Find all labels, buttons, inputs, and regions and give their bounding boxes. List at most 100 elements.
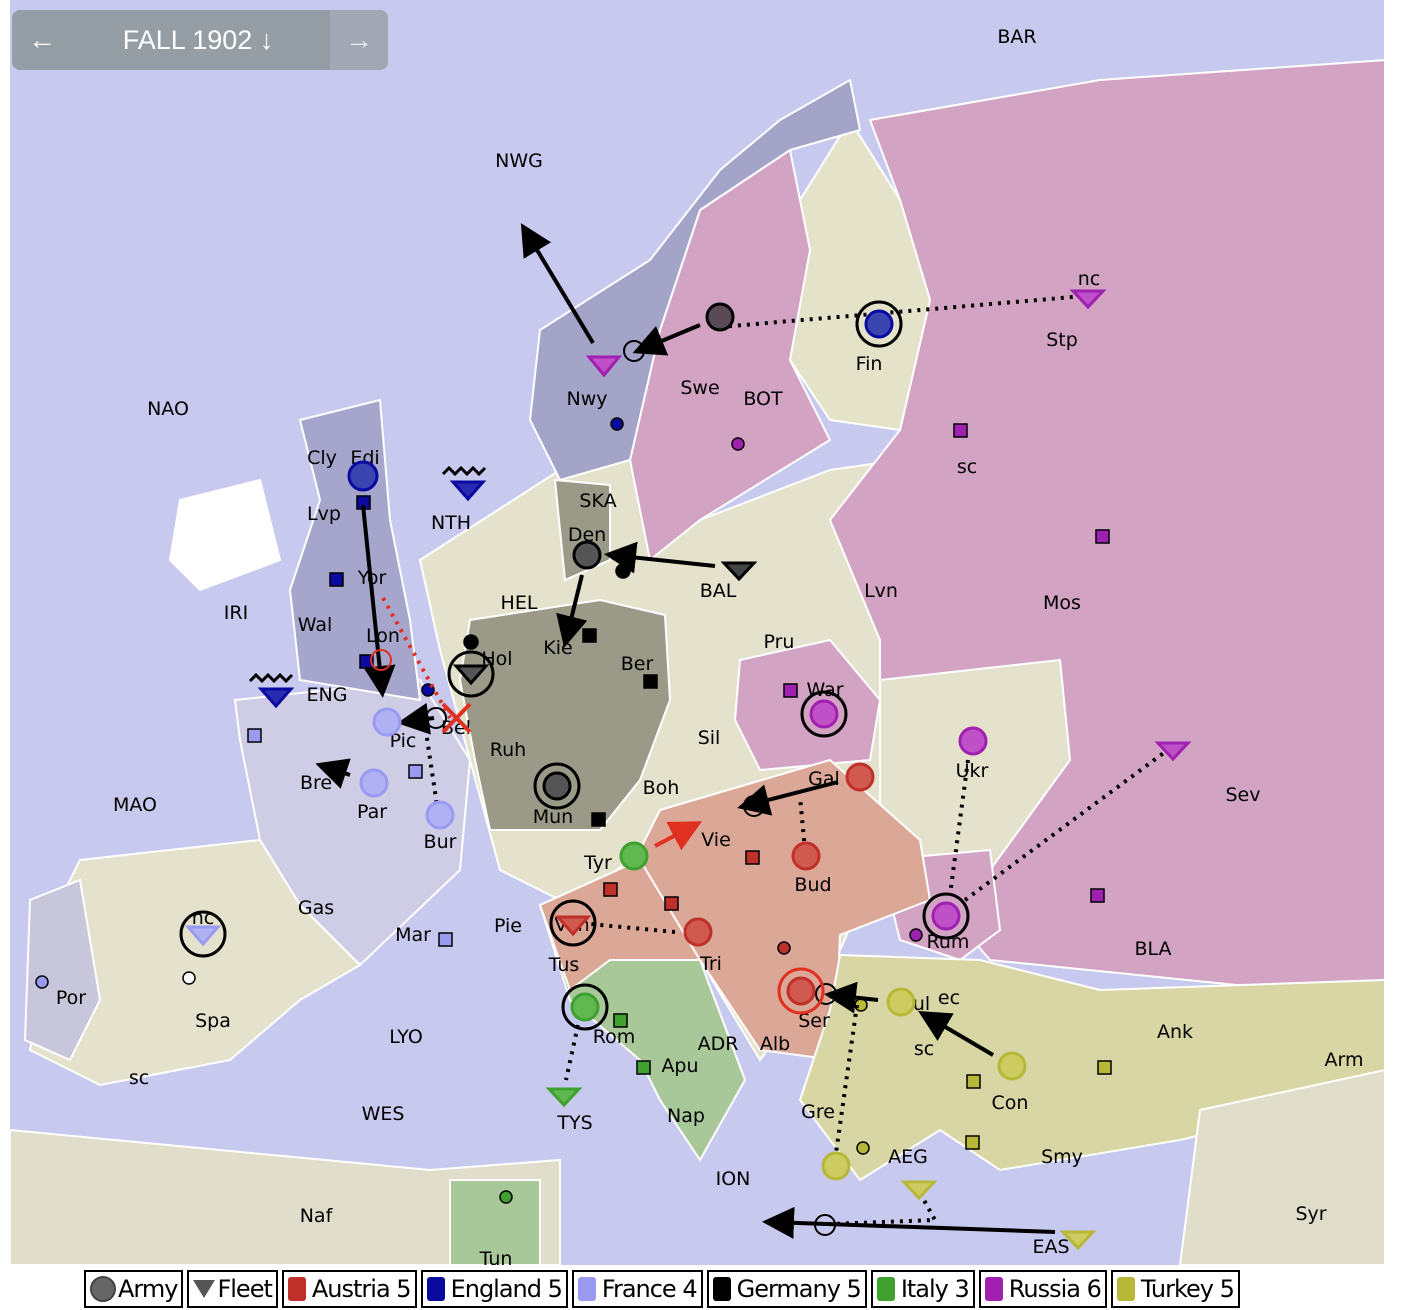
province-label: Sev <box>1226 784 1261 806</box>
move-arrow <box>737 780 839 816</box>
move-arrow-failed <box>654 821 703 851</box>
province-label: Stp <box>1046 329 1078 351</box>
dislodged-ring <box>777 967 825 1015</box>
legend-label: Italy 3 <box>900 1275 970 1303</box>
province-label: Fin <box>856 353 883 375</box>
color-swatch <box>577 1277 596 1301</box>
arrow-down-icon: ↓ <box>259 24 274 55</box>
army-icon <box>372 707 402 737</box>
province-label: Sil <box>698 727 721 749</box>
province-label: Mar <box>395 924 431 946</box>
army-icon <box>786 976 816 1006</box>
province-label: Rom <box>593 1026 635 1048</box>
arrow-right-icon[interactable]: → <box>330 10 388 70</box>
province-label: NAO <box>147 398 189 420</box>
arrow-left-icon[interactable]: ← <box>28 24 56 55</box>
province-label: Mos <box>1043 592 1081 614</box>
province-label: WES <box>362 1103 405 1125</box>
move-arrow <box>315 758 351 789</box>
hold-ring <box>800 690 848 738</box>
province-label: Tri <box>699 953 722 975</box>
province-label: BAL <box>700 580 737 602</box>
army-icon <box>809 699 839 729</box>
tunis-region <box>449 1179 541 1265</box>
province-label: Bre <box>300 772 332 794</box>
germany-region <box>458 598 672 831</box>
province-label: SKA <box>579 490 616 512</box>
fleet-icon <box>449 480 487 502</box>
province-label: Pic <box>390 730 417 752</box>
legend-label: France 4 <box>601 1275 698 1303</box>
army-icon <box>864 309 894 339</box>
province-label: BLA <box>1134 938 1171 960</box>
convoy-wave-icon <box>248 672 294 684</box>
province-label: NWG <box>495 150 543 172</box>
province-label: Vie <box>701 829 731 851</box>
province-label: ENG <box>307 684 348 706</box>
legend-label: Austria 5 <box>311 1275 412 1303</box>
province-label: Bud <box>794 874 831 896</box>
move-arrow <box>632 323 701 356</box>
north-africa-region <box>10 1128 561 1265</box>
warsaw-region <box>733 638 882 772</box>
province-label: Pru <box>764 631 795 653</box>
phase-navigator: ← FALL 1902 ↓ → <box>12 10 388 70</box>
army-icon <box>886 987 916 1017</box>
color-swatch <box>712 1277 731 1301</box>
move-arrow <box>604 541 716 574</box>
phase-title-text: FALL 1902 <box>122 24 253 55</box>
move-arrow <box>762 1206 1056 1239</box>
supply-centers <box>35 417 1112 1204</box>
province-label: ec <box>938 987 960 1009</box>
fleet-icon <box>545 1087 583 1108</box>
fleet-icon <box>554 915 592 937</box>
convoy-wave-icon <box>441 465 487 477</box>
province-label: Por <box>56 987 86 1009</box>
orders <box>315 223 1167 1239</box>
province-label: Tus <box>548 954 580 976</box>
army-icon <box>997 1051 1027 1081</box>
province-label: Nwy <box>567 388 608 410</box>
province-label: Spa <box>195 1010 231 1032</box>
fleet-icon <box>1059 1230 1097 1251</box>
province-label: Par <box>357 801 387 823</box>
province-label: Kie <box>543 637 572 659</box>
province-label: Bur <box>424 831 457 853</box>
province-label: IRI <box>224 602 248 624</box>
move-arrow <box>824 981 879 1014</box>
legend-item: Russia 6 <box>978 1270 1107 1308</box>
province-label: ION <box>716 1168 751 1190</box>
legend-label: Turkey 5 <box>1140 1275 1235 1303</box>
army-icon <box>572 540 602 570</box>
hold-ring <box>855 300 903 348</box>
province-label: Con <box>992 1092 1029 1114</box>
move-arrow <box>361 504 396 698</box>
support-line <box>423 724 440 813</box>
hold-ring <box>561 983 609 1031</box>
province-label: MAO <box>113 794 157 816</box>
hold-ring <box>922 892 970 940</box>
province-label: nc <box>1078 268 1101 290</box>
hold-ring <box>533 762 581 810</box>
fleet-icon <box>184 925 222 947</box>
army-icon <box>705 302 735 332</box>
army-icon <box>347 460 379 492</box>
province-label: Ser <box>798 1010 830 1032</box>
legend-item: Turkey 5 <box>1110 1270 1240 1308</box>
color-swatch <box>1116 1277 1135 1301</box>
province-label: Naf <box>300 1205 334 1227</box>
legend-label: Army <box>118 1275 178 1303</box>
legend-item: Fleet <box>187 1270 278 1308</box>
phase-title[interactable]: FALL 1902 ↓ <box>66 25 330 56</box>
province-label: Alb <box>760 1033 790 1055</box>
units[interactable] <box>179 289 1192 1251</box>
province-label: Syr <box>1295 1203 1326 1225</box>
province-label: EAS <box>1032 1236 1069 1258</box>
province-label: Lvp <box>307 503 341 525</box>
province-label: Gre <box>801 1101 835 1123</box>
province-label: Wal <box>298 614 333 636</box>
color-swatch <box>984 1277 1003 1301</box>
province-label: ADR <box>698 1033 739 1055</box>
